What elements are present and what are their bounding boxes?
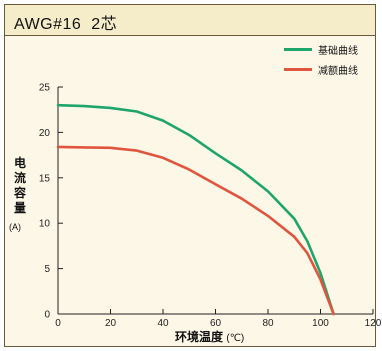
title-bar: AWG#16 2芯 bbox=[5, 5, 375, 36]
y-axis-unit: (A) bbox=[9, 222, 21, 232]
y-tick-label: 25 bbox=[39, 83, 51, 94]
y-tick-label: 10 bbox=[39, 219, 51, 230]
x-tick-label: 120 bbox=[365, 318, 382, 329]
y-axis-label: 电流容量 bbox=[13, 156, 26, 215]
x-tick-label: 60 bbox=[210, 318, 222, 329]
axes bbox=[57, 86, 374, 315]
x-tick-label: 0 bbox=[55, 318, 61, 329]
x-axis-label: 环境温度 bbox=[175, 330, 224, 344]
x-tick-label: 80 bbox=[262, 318, 274, 329]
y-tick-label: 5 bbox=[44, 264, 50, 275]
series-line-1 bbox=[56, 145, 335, 316]
legend-label-base: 基础曲线 bbox=[318, 46, 358, 57]
y-tick-label: 20 bbox=[39, 128, 51, 139]
x-tick-label: 20 bbox=[105, 318, 117, 329]
tick-labels: 0 5 10 15 20 25 0 20 40 60 80 100 120 bbox=[39, 83, 382, 330]
legend-label-derating: 减额曲线 bbox=[318, 66, 358, 77]
legend-swatch-base bbox=[284, 48, 312, 51]
chart-frame: AWG#16 2芯 bbox=[4, 4, 376, 347]
x-tick-label: 100 bbox=[312, 318, 329, 329]
y-tick-label: 15 bbox=[39, 173, 51, 184]
y-tick-label: 0 bbox=[44, 310, 50, 321]
chart-title: AWG#16 2芯 bbox=[14, 16, 118, 33]
x-axis-unit: (℃) bbox=[226, 333, 245, 344]
x-axis-label-group: 环境温度 (℃) bbox=[175, 328, 244, 345]
x-tick-label: 40 bbox=[157, 318, 169, 329]
series-line-0 bbox=[56, 103, 335, 316]
legend-swatch-derating bbox=[284, 68, 312, 71]
series-layer bbox=[56, 103, 335, 316]
